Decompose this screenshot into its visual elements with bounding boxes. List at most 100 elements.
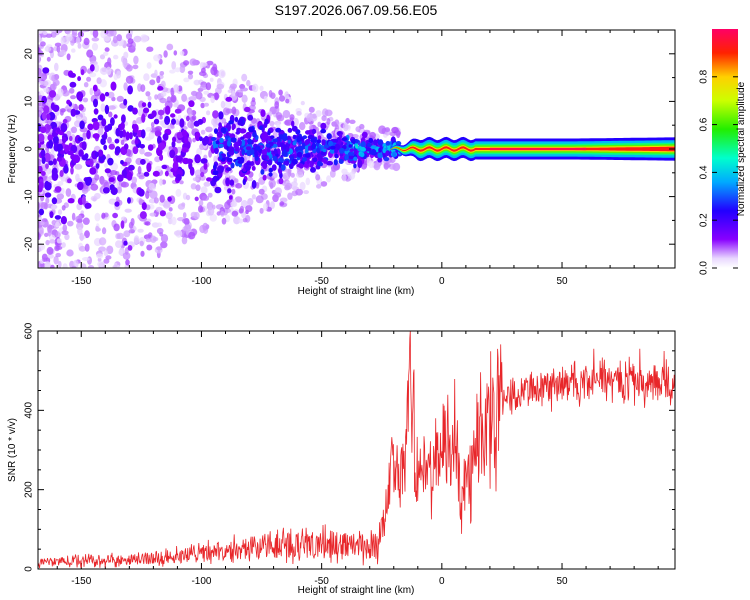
spectrogram-blob bbox=[212, 140, 216, 147]
spectrogram-blob bbox=[219, 137, 224, 144]
spectrogram-blob bbox=[156, 222, 162, 228]
spectrogram-blob bbox=[84, 153, 89, 159]
spectrogram-blob bbox=[123, 82, 128, 91]
spectrogram-blob bbox=[96, 253, 104, 259]
spectrogram-blob bbox=[182, 218, 190, 224]
spectrogram-blob bbox=[114, 138, 120, 144]
spectrogram-blob bbox=[228, 195, 233, 200]
spectrogram-blob bbox=[44, 261, 51, 268]
figure-title: S197.2026.067.09.56.E05 bbox=[275, 2, 438, 18]
spectrogram-blob bbox=[83, 82, 89, 88]
spectrogram-blob bbox=[86, 176, 93, 184]
spectrogram-blob bbox=[175, 155, 183, 163]
spectrogram-blob bbox=[110, 81, 117, 91]
spectrogram-blob bbox=[184, 224, 192, 233]
spectrogram-blob bbox=[139, 211, 147, 220]
spectrogram-blob bbox=[120, 160, 124, 165]
spectrogram-blob bbox=[285, 168, 292, 173]
spectrogram-blob bbox=[287, 139, 291, 144]
spectrogram-blob bbox=[78, 104, 84, 111]
spectrogram-blob bbox=[81, 141, 87, 151]
spectrogram-blob bbox=[251, 97, 256, 103]
spectrogram-blob bbox=[82, 116, 88, 123]
spectrogram-blob bbox=[220, 211, 225, 217]
spectrogram-blob bbox=[73, 30, 78, 33]
spectrogram-blob bbox=[187, 109, 193, 118]
spectrogram-ylabel: Frequency (Hz) bbox=[7, 115, 18, 184]
spectrogram-blob bbox=[123, 51, 129, 59]
spectrogram-blob bbox=[64, 233, 70, 241]
spectrogram-blob bbox=[95, 163, 100, 169]
spectrogram-blob bbox=[45, 269, 52, 276]
spectrogram-blob bbox=[122, 59, 128, 68]
spectrogram-blob bbox=[139, 148, 145, 155]
spectrogram-blob bbox=[116, 232, 124, 240]
spectrogram-blob bbox=[48, 139, 54, 149]
spectrogram-blob bbox=[169, 149, 176, 159]
spectrogram-blob bbox=[66, 99, 71, 105]
spectrogram-blob bbox=[216, 83, 225, 90]
spectrogram-blob bbox=[182, 212, 187, 219]
spectrogram-blob bbox=[174, 67, 181, 73]
spectrogram-blob bbox=[225, 131, 229, 137]
spectrogram-blob bbox=[54, 42, 62, 47]
spectrogram-blob bbox=[59, 108, 66, 113]
spectrogram-blob bbox=[61, 24, 67, 30]
spectrogram-blob bbox=[279, 201, 285, 206]
spectrogram-blob bbox=[83, 37, 90, 46]
spectrogram-blob bbox=[44, 152, 51, 163]
spectrogram-blob bbox=[59, 170, 64, 177]
spectrogram-blob bbox=[60, 176, 67, 182]
spectrogram-blob bbox=[133, 35, 142, 43]
spectrogram-blob bbox=[334, 153, 339, 159]
spectrogram-blob bbox=[49, 30, 57, 32]
spectrogram-blob bbox=[154, 94, 159, 100]
spectrogram-blob bbox=[169, 69, 176, 74]
spectrogram-blob bbox=[172, 161, 179, 171]
y-tick-label: -10 bbox=[24, 189, 35, 204]
spectrogram-blob bbox=[333, 159, 338, 166]
spectrogram-blob bbox=[203, 181, 211, 187]
spectrogram-blob bbox=[123, 143, 129, 150]
spectrogram-blob bbox=[159, 154, 164, 161]
spectrogram-blob bbox=[212, 63, 218, 72]
spectrogram-blob bbox=[377, 157, 382, 163]
spectrogram-blob bbox=[308, 124, 313, 131]
spectrogram-blob bbox=[125, 75, 134, 84]
spectrogram-blob bbox=[290, 172, 295, 178]
spectrogram-blob bbox=[63, 22, 70, 28]
spectrogram-blob bbox=[116, 70, 121, 79]
spectrogram-blob bbox=[330, 145, 336, 150]
spectrogram-blob bbox=[105, 267, 107, 268]
spectrogram-blob bbox=[90, 195, 98, 202]
spectrogram-blob bbox=[282, 172, 291, 181]
spectrogram-blob bbox=[316, 184, 322, 189]
spectrogram-blob bbox=[321, 115, 327, 122]
spectrogram-blob bbox=[110, 187, 118, 196]
spectrogram-blob bbox=[377, 152, 384, 159]
spectrogram-blob bbox=[359, 123, 365, 130]
x-tick-label: -100 bbox=[191, 276, 211, 287]
spectrogram-blob bbox=[158, 142, 166, 151]
spectrogram-blob bbox=[67, 178, 72, 184]
spectrogram-blob bbox=[210, 95, 216, 104]
spectrogram-blob bbox=[110, 117, 115, 126]
spectrogram-blob bbox=[147, 95, 152, 101]
spectrogram-blob bbox=[378, 125, 386, 134]
spectrogram-blob bbox=[82, 132, 87, 141]
spectrogram-blob bbox=[68, 87, 75, 94]
spectrogram-blob bbox=[349, 119, 356, 125]
spectrogram-blob bbox=[37, 268, 42, 273]
spectrogram-blob bbox=[192, 177, 199, 182]
spectrogram-blob bbox=[56, 156, 63, 162]
spectrogram-blob bbox=[291, 158, 298, 165]
spectrogram-blob bbox=[82, 257, 90, 261]
spectrogram-blob bbox=[94, 151, 100, 158]
spectrogram-blob bbox=[289, 114, 295, 121]
spectrogram-blob bbox=[369, 131, 376, 139]
y-tick-label: 10 bbox=[24, 95, 35, 107]
spectrogram-blob bbox=[226, 157, 233, 163]
spectrogram-blob bbox=[179, 118, 185, 128]
